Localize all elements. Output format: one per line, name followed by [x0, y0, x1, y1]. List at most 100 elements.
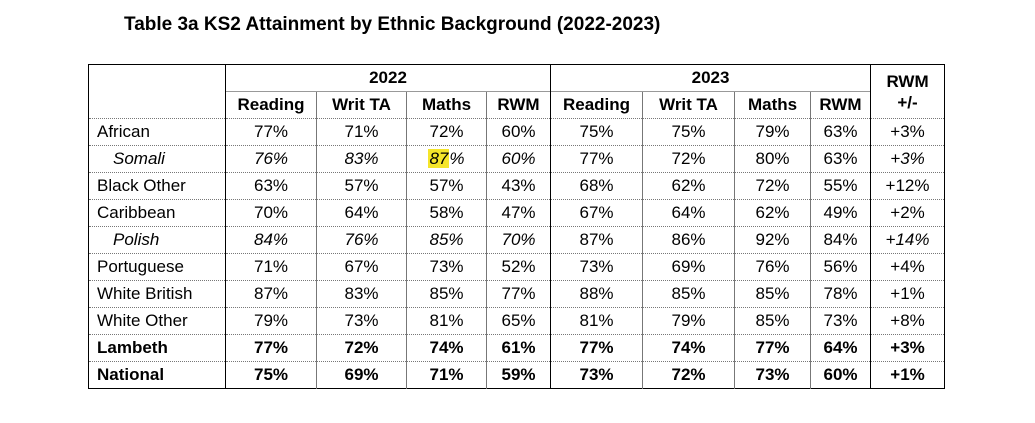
cell: 85% [734, 307, 811, 335]
cell: 92% [734, 226, 811, 254]
cell: 79% [225, 307, 317, 335]
cell: 76% [734, 253, 811, 281]
table-row: African 77% 71% 72% 60% 75% 75% 79% 63% … [88, 118, 945, 146]
highlight-mark: 87 [428, 149, 450, 168]
cell: 43% [485, 172, 551, 200]
row-label: Somali [88, 145, 226, 173]
cell: +8% [870, 307, 945, 335]
rwm-change-header-top: RWM [886, 71, 929, 91]
cell: 72% [406, 118, 487, 146]
cell: 60% [810, 361, 871, 389]
col-header-2023-reading: Reading [550, 91, 643, 119]
cell: 65% [485, 307, 551, 335]
cell: 73% [810, 307, 871, 335]
cell: 85% [642, 280, 735, 308]
cell: 61% [485, 334, 551, 362]
table-row: Black Other 63% 57% 57% 43% 68% 62% 72% … [88, 172, 945, 200]
cell: 73% [316, 307, 407, 335]
table-row: Lambeth 77% 72% 74% 61% 77% 74% 77% 64% … [88, 334, 945, 362]
cell: +1% [870, 280, 945, 308]
row-label: White British [88, 280, 226, 308]
cell: +1% [870, 361, 945, 389]
cell: 73% [550, 361, 643, 389]
cell: +2% [870, 199, 945, 227]
cell: 83% [316, 145, 407, 173]
cell: +4% [870, 253, 945, 281]
cell: 85% [734, 280, 811, 308]
cell: 75% [225, 361, 317, 389]
table-row: White Other 79% 73% 81% 65% 81% 79% 85% … [88, 307, 945, 335]
table-row: Somali 76% 83% 87% 60% 77% 72% 80% 63% +… [88, 145, 945, 173]
table-row: National 75% 69% 71% 59% 73% 72% 73% 60%… [88, 361, 945, 389]
cell-highlighted: 87% [406, 145, 487, 173]
cell: 67% [550, 199, 643, 227]
col-header-2023-maths: Maths [734, 91, 811, 119]
cell: 55% [810, 172, 871, 200]
cell: 88% [550, 280, 643, 308]
cell: 72% [316, 334, 407, 362]
header-blank-cell [89, 65, 226, 119]
cell: 63% [225, 172, 317, 200]
cell: +3% [870, 118, 945, 146]
cell: 72% [642, 361, 735, 389]
cell: 84% [810, 226, 871, 254]
cell: 74% [406, 334, 487, 362]
table-row: White British 87% 83% 85% 77% 88% 85% 85… [88, 280, 945, 308]
row-label: Black Other [88, 172, 226, 200]
year-2022-header: 2022 [224, 64, 551, 92]
cell: 52% [485, 253, 551, 281]
cell: 63% [810, 145, 871, 173]
row-label: Polish [88, 226, 226, 254]
cell: +12% [870, 172, 945, 200]
cell: 71% [316, 118, 407, 146]
cell: 72% [642, 145, 735, 173]
row-label: Caribbean [88, 199, 226, 227]
row-label: White Other [88, 307, 226, 335]
cell: 87% [550, 226, 643, 254]
row-label: National [88, 361, 226, 389]
cell: 64% [316, 199, 407, 227]
cell: 80% [734, 145, 811, 173]
cell: 85% [406, 280, 487, 308]
cell: 85% [406, 226, 487, 254]
cell: 81% [550, 307, 643, 335]
cell: 79% [734, 118, 811, 146]
cell: 77% [225, 334, 317, 362]
cell: 87% [225, 280, 317, 308]
cell: 77% [550, 334, 643, 362]
cell: 64% [810, 334, 871, 362]
cell: 62% [642, 172, 735, 200]
cell: 77% [485, 280, 551, 308]
cell: 70% [485, 226, 551, 254]
cell: 62% [734, 199, 811, 227]
cell: 71% [406, 361, 487, 389]
cell: 79% [642, 307, 735, 335]
cell: 68% [550, 172, 643, 200]
cell: 73% [734, 361, 811, 389]
cell: 56% [810, 253, 871, 281]
table-row: Caribbean 70% 64% 58% 47% 67% 64% 62% 49… [88, 199, 945, 227]
cell: 49% [810, 199, 871, 227]
cell: 57% [406, 172, 487, 200]
cell: 69% [316, 361, 407, 389]
col-header-2022-rwm: RWM [485, 91, 551, 119]
cell: 70% [225, 199, 317, 227]
cell: 47% [485, 199, 551, 227]
cell: 67% [316, 253, 407, 281]
cell: +3% [870, 334, 945, 362]
cell: 76% [316, 226, 407, 254]
col-header-2022-reading: Reading [225, 91, 317, 119]
cell: 73% [550, 253, 643, 281]
cell: 77% [734, 334, 811, 362]
row-label: Portuguese [88, 253, 226, 281]
cell: 71% [225, 253, 317, 281]
cell: 77% [550, 145, 643, 173]
cell: 83% [316, 280, 407, 308]
col-header-2022-writ: Writ TA [316, 91, 407, 119]
cell: 72% [734, 172, 811, 200]
cell: 60% [485, 145, 551, 173]
cell: 73% [406, 253, 487, 281]
cell: 64% [642, 199, 735, 227]
row-label: Lambeth [88, 334, 226, 362]
cell: 76% [225, 145, 317, 173]
